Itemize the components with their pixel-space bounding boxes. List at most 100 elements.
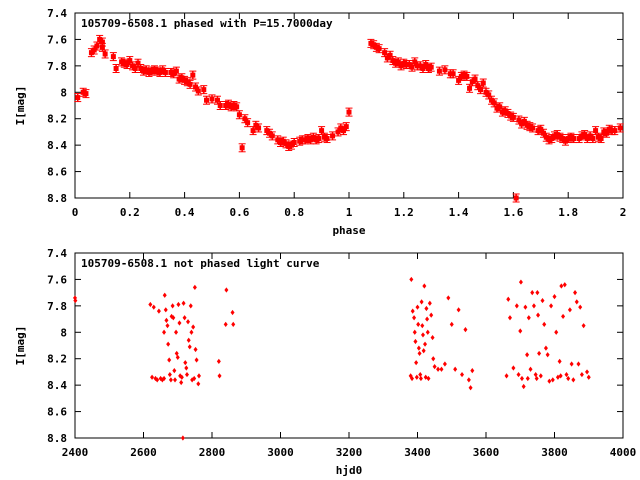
data-point <box>416 345 421 351</box>
data-point <box>196 373 201 379</box>
x-tick-label: 4000 <box>610 446 637 459</box>
y-tick-label: 8 <box>60 326 67 339</box>
data-point <box>415 304 420 310</box>
data-point <box>573 290 578 296</box>
data-point <box>189 70 197 80</box>
data-point <box>109 52 117 62</box>
data-point <box>550 377 555 383</box>
y-tick-label: 8.2 <box>47 353 67 366</box>
data-point <box>150 374 155 380</box>
data-point <box>479 78 487 88</box>
data-point <box>418 371 423 378</box>
data-point <box>268 131 276 141</box>
data-point <box>571 377 576 383</box>
data-point <box>217 373 222 379</box>
data-point <box>426 375 431 382</box>
data-point <box>533 371 538 378</box>
data-point <box>166 341 171 347</box>
y-tick-label: 7.8 <box>47 300 67 313</box>
data-point <box>463 327 468 333</box>
data-point <box>412 329 417 335</box>
data-point <box>554 329 559 335</box>
data-point <box>193 346 198 353</box>
data-point <box>73 295 77 301</box>
y-tick-label: 7.4 <box>47 7 67 20</box>
plot-frame <box>74 12 624 199</box>
data-point <box>616 123 624 133</box>
data-point <box>159 65 167 75</box>
data-point <box>183 360 188 366</box>
y-tick-label: 8.4 <box>47 379 67 392</box>
x-tick-label: 0.8 <box>284 206 304 219</box>
data-point <box>466 377 471 383</box>
phased-light-curve-panel: 0 0.2 0.4 0.6 0.8 1 1.2 1.4 1.6 1.8 2 7.4 7.6 7.8 8 8.2… <box>14 7 626 237</box>
data-point <box>179 379 184 386</box>
data-point <box>427 62 435 72</box>
data-point <box>562 282 567 288</box>
data-point <box>534 375 539 382</box>
data-point <box>552 294 557 300</box>
data-point <box>151 304 156 310</box>
x-tick-label: 1.8 <box>558 206 578 219</box>
data-point <box>82 89 90 99</box>
data-point <box>511 365 516 371</box>
x-tick-label: 2 <box>620 206 627 219</box>
data-point <box>423 341 428 347</box>
data-point <box>186 79 194 89</box>
data-point <box>192 284 197 290</box>
data-point <box>579 371 584 378</box>
unphased-light-curve-panel: 2400 2600 2800 3000 3200 3400 3600 3800 4000 7.4 7… <box>14 247 636 477</box>
data-point <box>424 305 429 312</box>
data-point <box>456 307 461 313</box>
x-tick-label: 1.6 <box>503 206 523 219</box>
data-point <box>449 321 454 327</box>
data-point <box>536 312 541 318</box>
data-point <box>74 93 82 103</box>
x-tick-label: 1.4 <box>449 206 469 219</box>
y-tick-label: 7.4 <box>47 247 67 260</box>
data-point <box>516 371 521 378</box>
x-tick-label: 3000 <box>267 446 294 459</box>
x-tick-label: 3400 <box>404 446 431 459</box>
data-point <box>184 371 189 378</box>
x-tick-label: 2800 <box>199 446 226 459</box>
data-point <box>418 375 423 382</box>
data-point <box>414 374 419 380</box>
data-point <box>170 303 175 309</box>
data-point <box>425 329 430 335</box>
data-point <box>155 377 160 383</box>
data-point <box>235 110 243 120</box>
data-point <box>557 358 562 364</box>
data-point <box>186 337 191 343</box>
chart-title: 105709-6508.1 not phased light curve <box>81 257 320 270</box>
x-axis-title: hjd0 <box>336 464 363 477</box>
x-tick-label: 0.2 <box>120 206 140 219</box>
data-point <box>181 300 186 306</box>
data-point <box>323 134 331 144</box>
data-point <box>611 126 619 136</box>
data-point <box>408 373 413 379</box>
data-point <box>470 368 475 374</box>
y-tick-label: 7.8 <box>47 60 67 73</box>
x-tick-label: 0.6 <box>229 206 249 219</box>
data-point <box>540 297 545 304</box>
data-point <box>528 366 533 372</box>
data-point <box>169 313 174 320</box>
data-point <box>175 354 180 360</box>
data-point <box>383 53 391 63</box>
data-point <box>526 315 531 321</box>
data-point <box>425 316 430 322</box>
data-point <box>547 378 552 384</box>
data-point <box>507 315 512 321</box>
data-point <box>578 304 583 310</box>
data-point <box>442 361 447 367</box>
data-point <box>180 435 185 441</box>
x-tick-label: 1 <box>346 206 353 219</box>
data-point <box>112 64 120 73</box>
x-tick-label: 3200 <box>336 446 363 459</box>
data-point <box>504 373 509 379</box>
data-point <box>509 112 517 122</box>
data-point <box>518 279 523 285</box>
data-point <box>216 358 221 364</box>
x-axis-title: phase <box>332 224 365 237</box>
